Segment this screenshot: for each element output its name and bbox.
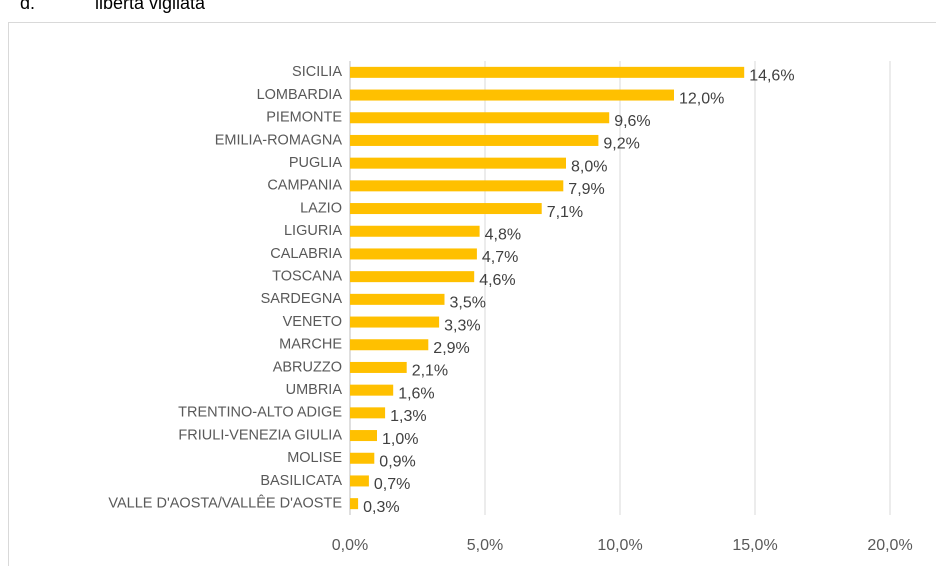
bar	[350, 452, 375, 464]
y-tick-label: LAZIO	[300, 200, 342, 216]
y-tick-label: LOMBARDIA	[257, 87, 343, 103]
y-tick-label: TOSCANA	[272, 268, 342, 284]
value-label: 4,8%	[485, 226, 521, 243]
bar	[350, 203, 542, 215]
value-label: 3,3%	[444, 317, 480, 334]
bar	[350, 361, 407, 373]
y-tick-label: ABRUZZO	[273, 359, 342, 375]
y-tick-label: LIGURIA	[284, 223, 342, 239]
y-tick-label: BASILICATA	[260, 473, 342, 489]
x-tick-label: 0,0%	[332, 537, 368, 554]
x-tick-label: 20,0%	[867, 537, 912, 554]
y-tick-label: CALABRIA	[270, 246, 342, 262]
value-label: 9,6%	[614, 113, 650, 130]
y-tick-label: MOLISE	[287, 450, 342, 466]
value-label: 4,7%	[482, 249, 518, 266]
y-tick-label: VALLE D'AOSTA/VALLÊE D'AOSTE	[108, 494, 342, 511]
bar	[350, 498, 359, 510]
bar	[350, 293, 445, 305]
bar	[350, 475, 369, 487]
title-marker: d.	[20, 0, 35, 13]
bar	[350, 89, 674, 101]
y-tick-label: SARDEGNA	[261, 291, 343, 307]
bar	[350, 225, 480, 237]
value-label: 12,0%	[679, 90, 724, 107]
chart-border	[8, 22, 936, 566]
bar	[350, 157, 566, 169]
value-label: 0,9%	[379, 453, 415, 470]
value-label: 2,1%	[412, 363, 448, 380]
y-tick-label: SICILIA	[292, 64, 342, 80]
x-tick-label: 10,0%	[597, 537, 642, 554]
value-label: 0,7%	[374, 476, 410, 493]
bar	[350, 430, 377, 442]
y-tick-label: CAMPANIA	[267, 178, 342, 194]
bar	[350, 271, 475, 283]
value-label: 9,2%	[603, 136, 639, 153]
y-tick-label: TRENTINO-ALTO ADIGE	[178, 405, 342, 421]
y-tick-label: FRIULI-VENEZIA GIULIA	[178, 427, 342, 443]
value-label: 8,0%	[571, 158, 607, 175]
x-tick-label: 5,0%	[467, 537, 503, 554]
chart-title: libertà vigilata	[95, 0, 206, 13]
bar	[350, 66, 745, 78]
y-tick-label: PUGLIA	[289, 155, 343, 171]
value-label: 1,0%	[382, 431, 418, 448]
bar	[350, 316, 440, 328]
x-tick-label: 15,0%	[732, 537, 777, 554]
y-tick-label: VENETO	[283, 314, 342, 330]
bar	[350, 112, 610, 124]
value-label: 7,9%	[568, 181, 604, 198]
bar	[350, 384, 394, 396]
y-tick-label: EMILIA-ROMAGNA	[215, 132, 343, 148]
value-label: 3,5%	[450, 295, 486, 312]
bar	[350, 134, 599, 146]
value-label: 7,1%	[547, 204, 583, 221]
y-tick-label: UMBRIA	[286, 382, 343, 398]
bar	[350, 180, 564, 192]
value-label: 14,6%	[749, 68, 794, 85]
value-label: 2,9%	[433, 340, 469, 357]
y-tick-label: PIEMONTE	[266, 110, 342, 126]
value-label: 1,6%	[398, 385, 434, 402]
bar	[350, 248, 477, 260]
value-label: 1,3%	[390, 408, 426, 425]
value-label: 4,6%	[479, 272, 515, 289]
y-tick-label: MARCHE	[279, 337, 342, 353]
bar	[350, 407, 386, 419]
bar	[350, 339, 429, 351]
value-label: 0,3%	[363, 499, 399, 516]
